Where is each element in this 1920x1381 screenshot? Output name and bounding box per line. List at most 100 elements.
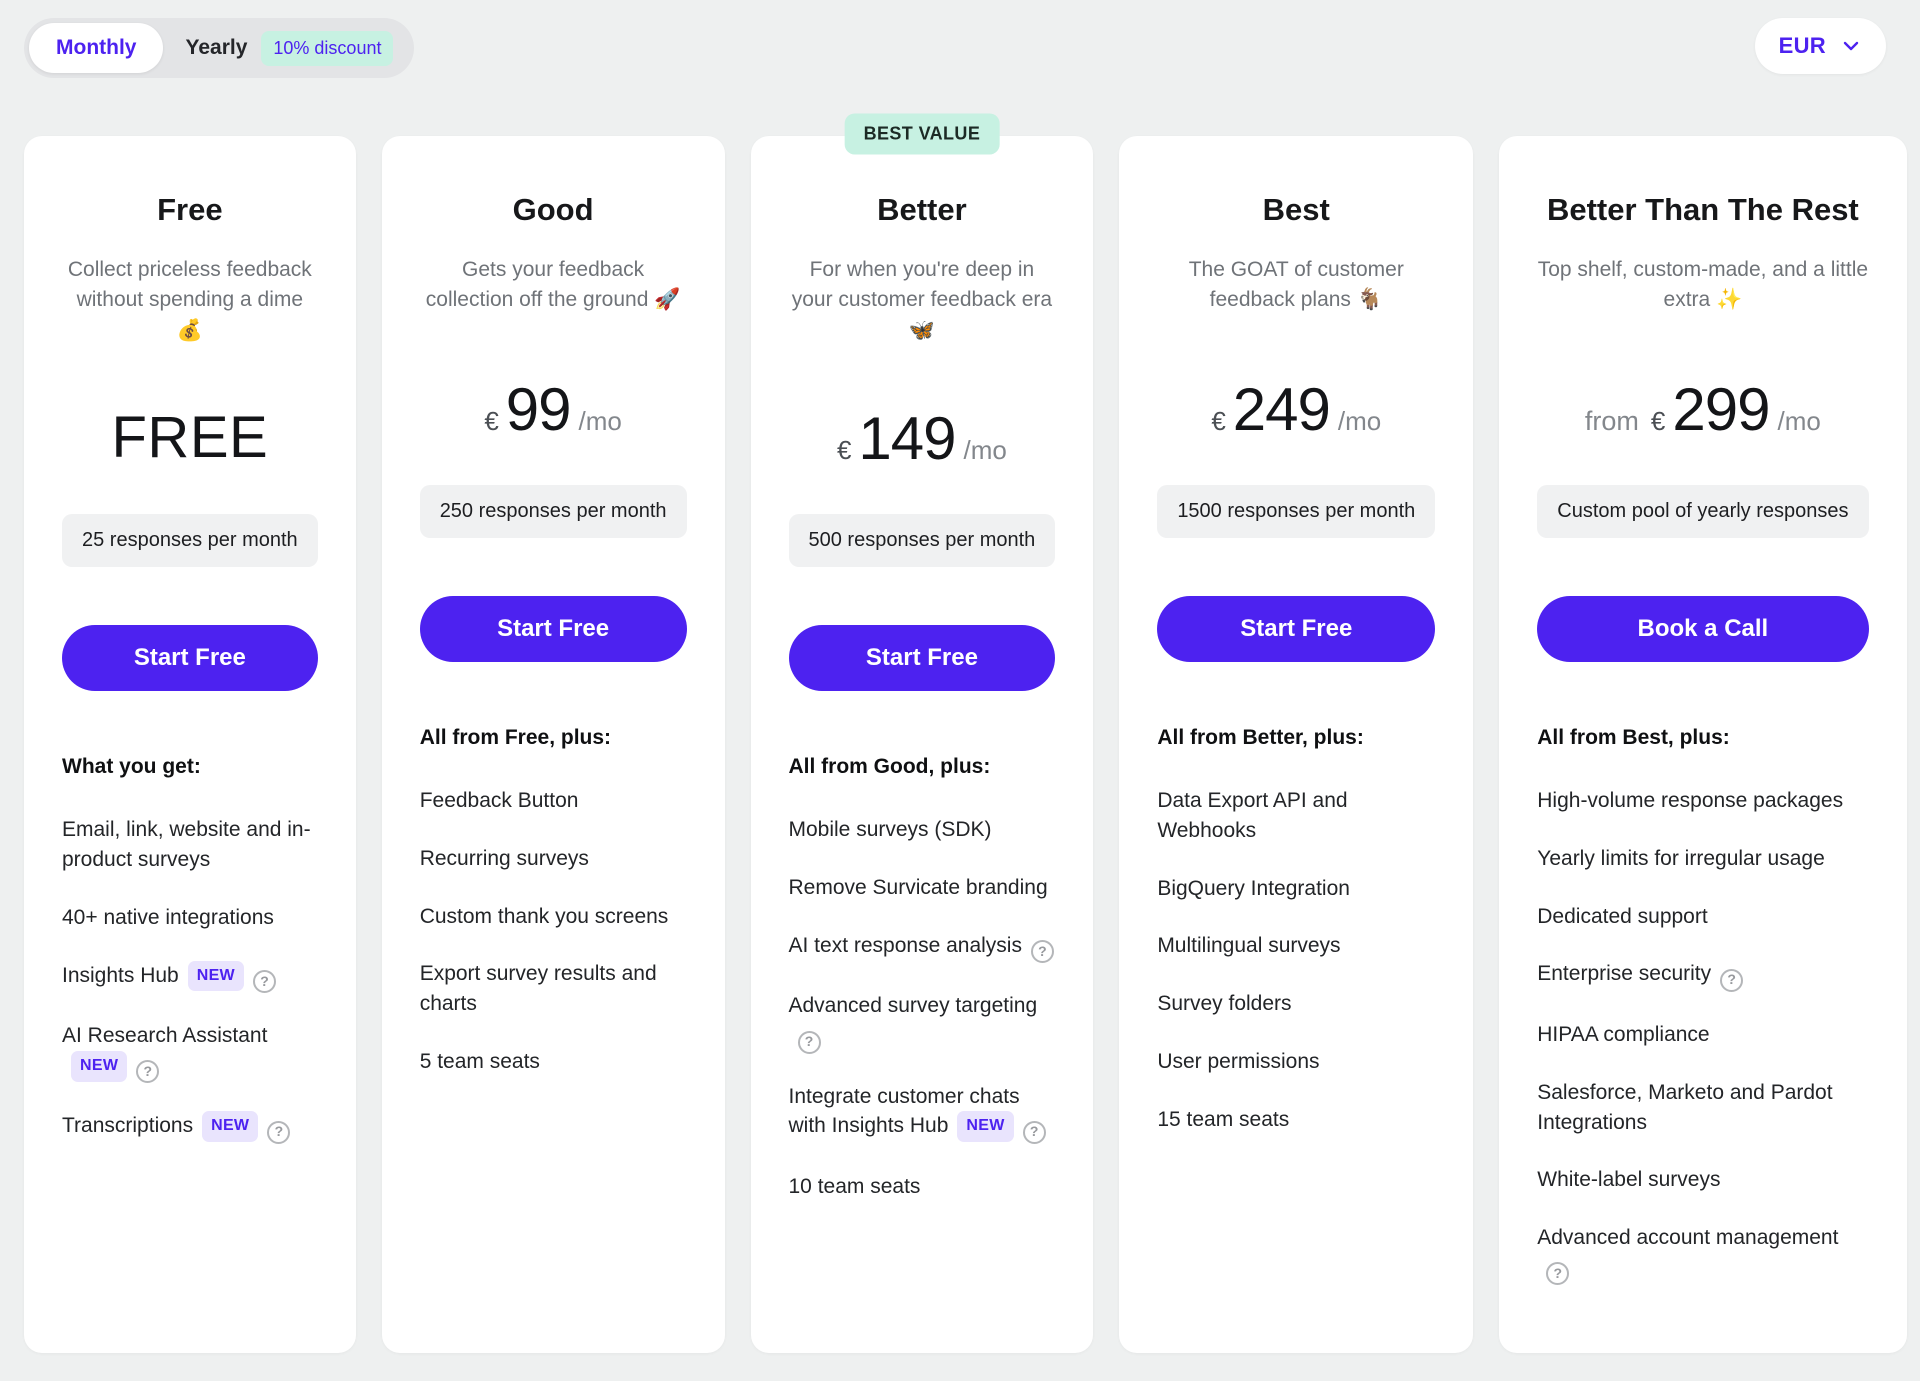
cta-button[interactable]: Start Free [1157, 596, 1436, 662]
feature-text: User permissions [1157, 1050, 1320, 1074]
price-currency: € [836, 435, 852, 466]
currency-selector[interactable]: EUR [1754, 18, 1886, 74]
plan-price: € 99 /mo [420, 375, 687, 444]
billing-period-toggle: Monthly Yearly 10% discount [24, 18, 415, 78]
toggle-yearly[interactable]: Yearly [163, 23, 259, 73]
plan-price: from € 299 /mo [1537, 375, 1868, 444]
features-section: All from Better, plus: Data Export API a… [1157, 726, 1435, 1135]
plan-card: BEST VALUE Better For when you're deep i… [750, 113, 1094, 1354]
feature-text: Multilingual surveys [1157, 934, 1341, 958]
feature-text: Dedicated support [1537, 904, 1708, 928]
feature-text: Mobile surveys (SDK) [788, 818, 992, 842]
features-section: All from Good, plus: Mobile surveys (SDK… [789, 755, 1056, 1201]
feature-text: Recurring surveys [419, 846, 589, 870]
feature-text: Insights Hub [62, 963, 179, 987]
cta-button[interactable]: Start Free [62, 625, 318, 692]
feature-text: Salesforce, Marketo and Pardot Integrati… [1537, 1080, 1833, 1134]
help-icon[interactable]: ? [1720, 968, 1744, 992]
feature-text: Email, link, website and in-product surv… [62, 818, 311, 872]
plan-card: Better Than The Rest Top shelf, custom-m… [1499, 136, 1907, 1354]
feature-item: Dedicated support [1537, 902, 1868, 932]
help-icon[interactable]: ? [136, 1060, 160, 1084]
plan-price: FREE [62, 404, 318, 470]
cta-button[interactable]: Start Free [419, 596, 687, 662]
price-amount: 249 [1232, 376, 1331, 443]
features-list: Feedback Button Recurring surveys Custom t… [420, 786, 687, 1077]
features-list: Data Export API and Webhooks BigQuery Int… [1157, 786, 1435, 1135]
price-amount: 299 [1672, 376, 1770, 443]
best-value-badge: BEST VALUE [844, 113, 1000, 155]
feature-text: 10 team seats [788, 1174, 921, 1198]
feature-text: Remove Survicate branding [788, 876, 1048, 900]
price-period: /mo [1337, 406, 1382, 436]
help-icon[interactable]: ? [267, 1120, 291, 1144]
feature-item: High-volume response packages [1537, 786, 1868, 816]
chevron-down-icon [1840, 35, 1862, 57]
feature-item: Remove Survicate branding [789, 873, 1056, 903]
feature-item: Multilingual surveys [1157, 931, 1435, 961]
plan-description: Collect priceless feedback without spend… [67, 258, 312, 342]
feature-item: AI Research Assistant NEW? [62, 1021, 318, 1084]
plan-price: € 249 /mo [1157, 375, 1435, 443]
features-heading: What you get: [62, 755, 201, 779]
price-parts: from € 299 /mo [1585, 375, 1821, 444]
feature-text: Custom thank you screens [419, 904, 669, 928]
price-period: /mo [963, 435, 1007, 466]
price-currency: € [484, 406, 499, 436]
plan-title: Good [512, 192, 594, 227]
feature-text: Integrate customer chats with Insights H… [788, 1084, 1020, 1138]
plan-card: Free Collect priceless feedback without … [24, 136, 356, 1354]
yearly-discount-badge: 10% discount [261, 30, 394, 66]
feature-text: Feedback Button [419, 789, 579, 812]
feature-item: User permissions [1157, 1047, 1435, 1077]
feature-text: Data Export API and Webhooks [1157, 789, 1348, 842]
price-period: /mo [1777, 406, 1821, 436]
features-list: Mobile surveys (SDK) Remove Survicate bra… [789, 815, 1056, 1201]
features-list: High-volume response packages Yearly limi… [1537, 786, 1868, 1286]
price-currency: € [1211, 406, 1226, 436]
help-icon[interactable]: ? [1022, 1120, 1046, 1144]
help-icon[interactable]: ? [797, 1030, 821, 1054]
feature-text: HIPAA compliance [1537, 1022, 1710, 1046]
feature-text: Transcriptions [62, 1114, 194, 1138]
features-heading: All from Best, plus: [1537, 726, 1730, 749]
feature-item: Custom thank you screens [420, 902, 687, 932]
feature-item: Advanced account management? [1537, 1223, 1868, 1286]
topbar: Monthly Yearly 10% discount EUR [0, 0, 1920, 78]
feature-item: Feedback Button [420, 786, 687, 816]
help-icon[interactable]: ? [252, 970, 276, 994]
feature-item: Email, link, website and in-product surv… [62, 815, 318, 875]
feature-item: Export survey results and charts [420, 959, 687, 1019]
feature-item: Mobile surveys (SDK) [789, 815, 1056, 845]
cta-button[interactable]: Book a Call [1537, 596, 1869, 662]
new-badge: NEW [957, 1111, 1014, 1143]
feature-item: 5 team seats [420, 1047, 687, 1077]
feature-text: Advanced account management [1537, 1226, 1839, 1250]
feature-text: High-volume response packages [1537, 789, 1844, 812]
feature-item: HIPAA compliance [1537, 1020, 1868, 1050]
feature-item: Advanced survey targeting? [788, 991, 1056, 1054]
feature-item: Data Export API and Webhooks [1157, 786, 1435, 846]
feature-text: Export survey results and charts [419, 962, 657, 1016]
feature-item: 15 team seats [1157, 1105, 1435, 1135]
help-icon[interactable]: ? [1546, 1262, 1570, 1286]
plan-description: The GOAT of customer feedback plans 🐐 [1188, 258, 1404, 312]
feature-item: Integrate customer chats with Insights H… [789, 1082, 1056, 1144]
feature-text: AI Research Assistant [62, 1024, 268, 1048]
price-free: FREE [111, 405, 269, 471]
help-icon[interactable]: ? [1030, 940, 1054, 964]
features-heading: All from Good, plus: [788, 755, 991, 779]
feature-item: Insights Hub NEW? [62, 960, 318, 994]
feature-text: Advanced survey targeting [788, 994, 1038, 1018]
toggle-monthly[interactable]: Monthly [29, 23, 164, 73]
plan-price: € 149 /mo [789, 404, 1056, 473]
feature-text: Survey folders [1157, 992, 1292, 1016]
price-parts: € 99 /mo [484, 375, 622, 444]
cta-button[interactable]: Start Free [788, 625, 1056, 692]
feature-item: 40+ native integrations [62, 903, 318, 933]
responses-badge: Custom pool of yearly responses [1537, 485, 1869, 538]
plan-title: Better Than The Rest [1546, 192, 1859, 227]
price-amount: 149 [858, 405, 956, 473]
feature-item: Enterprise security? [1537, 959, 1868, 992]
currency-value: EUR [1778, 33, 1826, 58]
